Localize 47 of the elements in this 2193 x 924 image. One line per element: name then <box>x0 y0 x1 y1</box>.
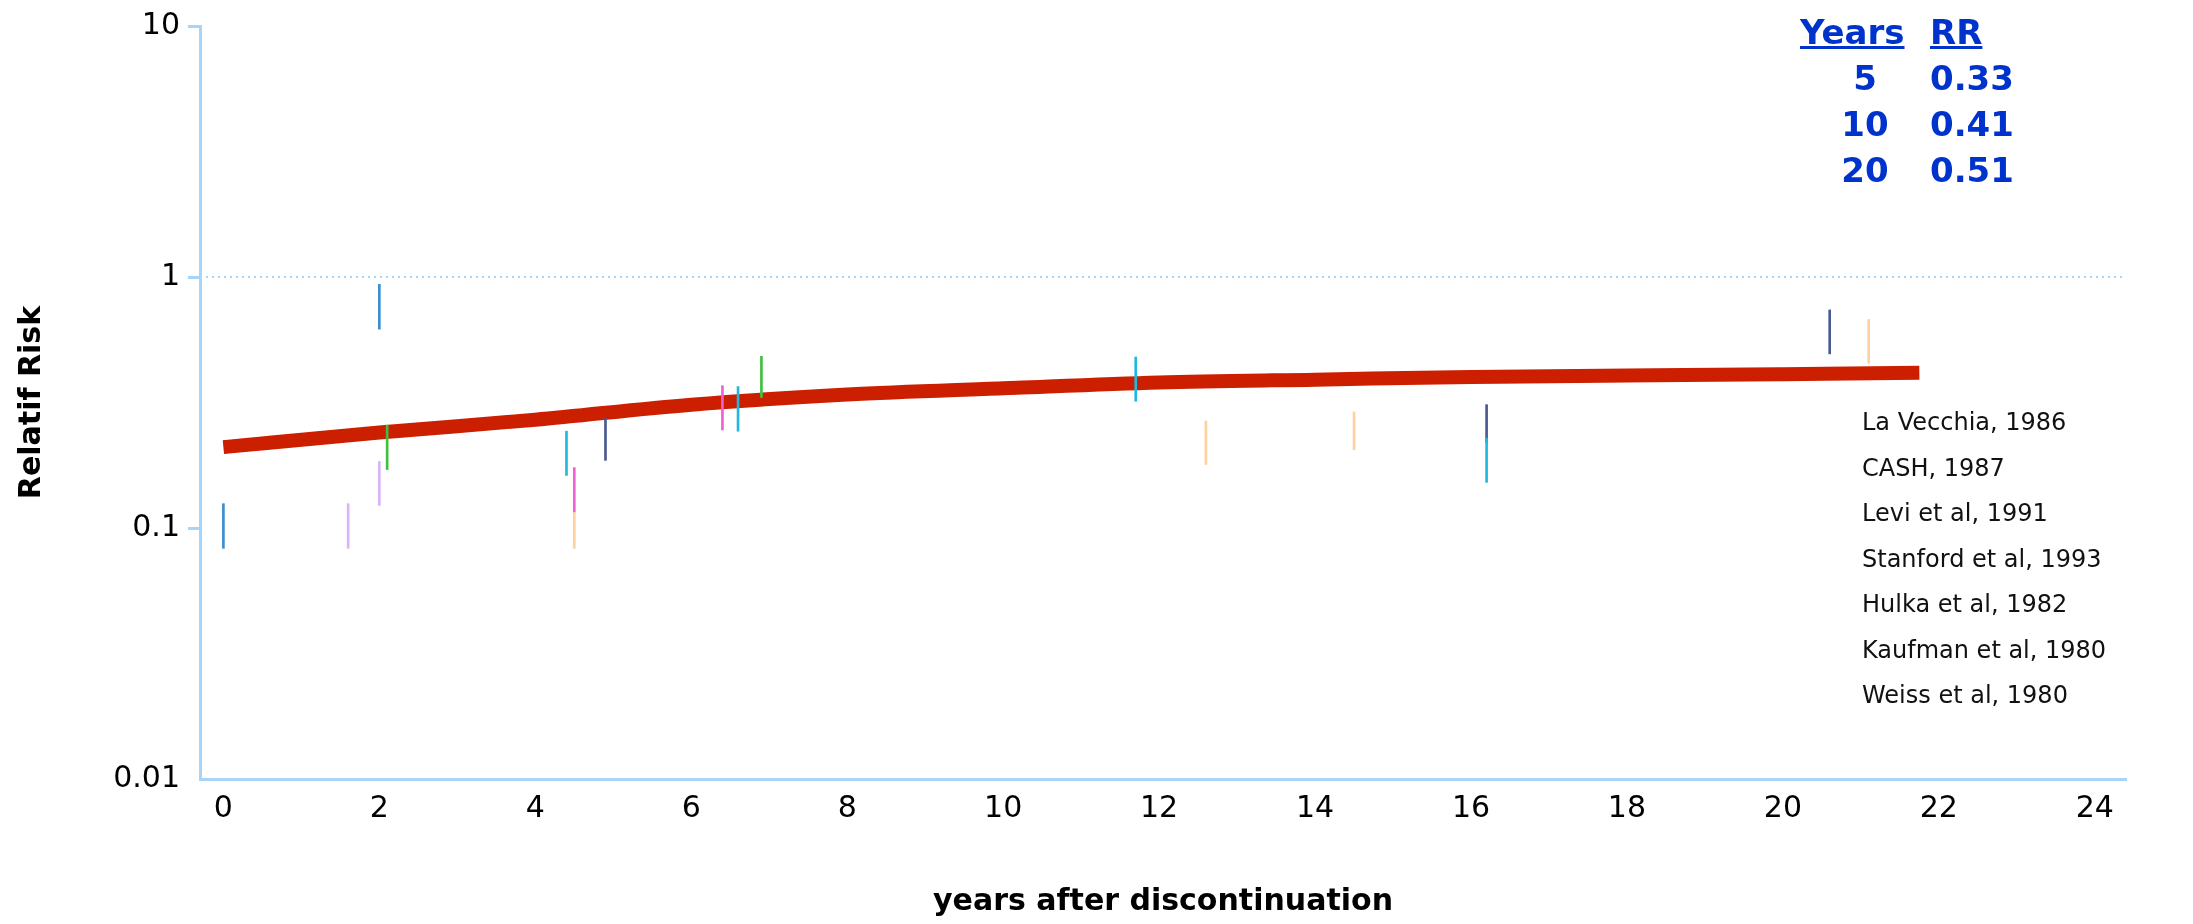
bar <box>1485 437 1488 483</box>
annotation: 0.33 <box>1930 58 2015 98</box>
annotation: 20 <box>1840 150 1890 190</box>
bar <box>604 418 607 461</box>
annotation: Kaufman et al, 1980 <box>1862 634 2107 666</box>
bar <box>378 461 381 506</box>
bar <box>572 467 576 513</box>
x-tick-label: 14 <box>1295 788 1335 824</box>
x-tick-label: 8 <box>837 788 857 824</box>
bar <box>760 356 763 398</box>
annotation: Weiss et al, 1980 <box>1862 680 2069 711</box>
annotation: 0.51 <box>1930 150 2015 190</box>
x-tick-label: 22 <box>1919 788 1958 824</box>
y-tick-label: 10 <box>141 5 180 41</box>
x-axis-title: years after discontinuation <box>932 881 1394 917</box>
y-tick-label: 0.1 <box>132 507 180 543</box>
bar <box>565 430 568 476</box>
annotation: Hulka et al, 1982 <box>1862 589 2069 620</box>
y-axis-title: Relatif Risk <box>11 304 47 500</box>
bar <box>1134 356 1138 402</box>
bar <box>572 511 576 549</box>
bar <box>1828 309 1832 355</box>
annotation: CASH, 1987 <box>1862 452 2006 484</box>
x-tick-label: 10 <box>984 788 1023 824</box>
x-tick-label: 0 <box>213 788 233 824</box>
annotation: 5 <box>1852 58 1878 98</box>
x-tick-label: 6 <box>681 788 701 824</box>
x-tick-label: 18 <box>1607 788 1647 824</box>
y-tick-label: 1 <box>160 256 180 292</box>
x-tick-label: 20 <box>1763 788 1802 824</box>
bar <box>222 503 225 549</box>
bar <box>378 284 381 330</box>
annotation: Levi et al, 1991 <box>1862 498 2049 529</box>
annotation: Years <box>1800 12 1906 52</box>
bar <box>1867 319 1871 364</box>
x-tick-label: 24 <box>2075 788 2114 824</box>
annotation: Stanford et al, 1993 <box>1862 543 2103 575</box>
annotation: La Vecchia, 1986 <box>1862 407 2068 438</box>
annotation: RR <box>1930 12 1984 52</box>
bar <box>721 385 724 431</box>
y-tick-label: 0.01 <box>113 758 180 794</box>
annotation: 10 <box>1840 104 1890 144</box>
x-tick-label: 12 <box>1140 788 1179 824</box>
x-tick-label: 16 <box>1451 788 1491 824</box>
x-tick-label: 2 <box>369 788 389 824</box>
x-tick-label: 4 <box>525 788 545 824</box>
annotation: 0.41 <box>1930 104 2015 144</box>
